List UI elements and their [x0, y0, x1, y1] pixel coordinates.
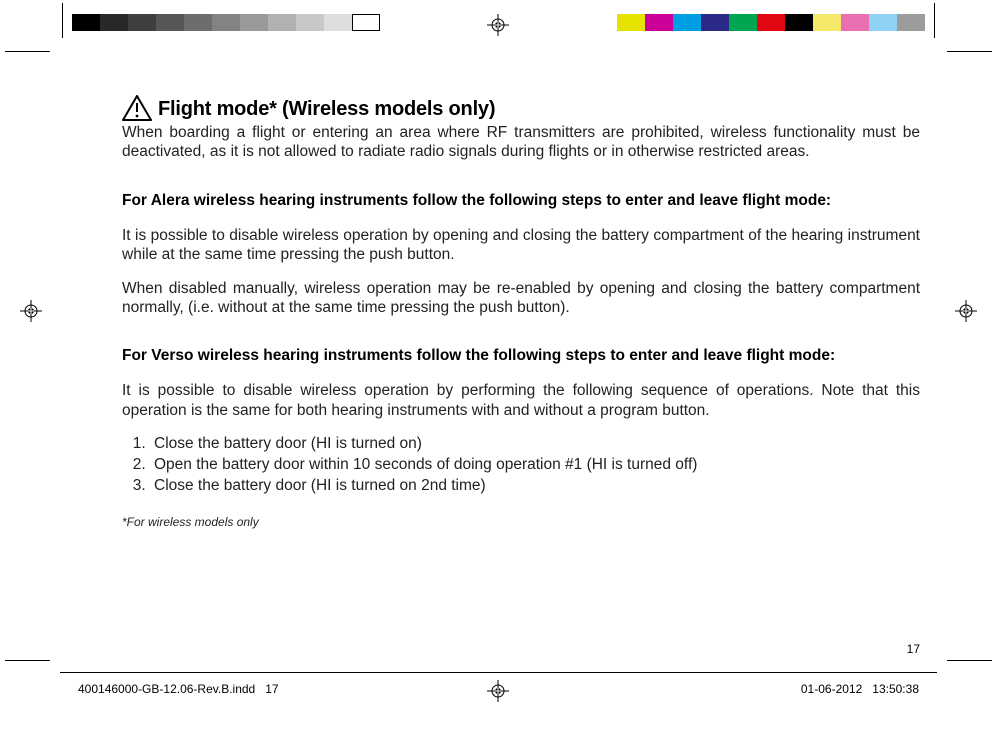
- crop-mark: [947, 660, 992, 661]
- swatch: [617, 14, 645, 31]
- swatch: [757, 14, 785, 31]
- crop-mark: [5, 660, 50, 661]
- swatch: [212, 14, 240, 31]
- export-time: 13:50:38: [872, 682, 919, 696]
- swatch: [72, 14, 100, 31]
- swatch: [673, 14, 701, 31]
- crop-mark: [5, 51, 50, 52]
- swatch: [813, 14, 841, 31]
- swatch: [352, 14, 380, 31]
- swatch: [701, 14, 729, 31]
- verso-heading: For Verso wireless hearing instruments f…: [122, 347, 920, 365]
- swatch: [240, 14, 268, 31]
- crop-mark: [934, 3, 935, 38]
- swatch: [128, 14, 156, 31]
- footer-rule: [60, 672, 937, 673]
- verso-step: Close the battery door (HI is turned on): [150, 434, 920, 455]
- footnote: *For wireless models only: [122, 515, 920, 529]
- swatch: [729, 14, 757, 31]
- export-date: 01-06-2012: [801, 682, 862, 696]
- warning-triangle-icon: [122, 95, 152, 121]
- swatch: [841, 14, 869, 31]
- indd-file: 400146000-GB-12.06-Rev.B.indd: [78, 682, 255, 696]
- intro-paragraph: When boarding a flight or entering an ar…: [122, 123, 920, 162]
- color-swatch-bar: [617, 14, 925, 31]
- alera-paragraph-2: When disabled manually, wireless operati…: [122, 279, 920, 318]
- verso-steps-list: Close the battery door (HI is turned on)…: [150, 434, 920, 497]
- crop-mark: [62, 3, 63, 38]
- swatch: [645, 14, 673, 31]
- swatch: [785, 14, 813, 31]
- verso-step: Close the battery door (HI is turned on …: [150, 476, 920, 497]
- swatch: [324, 14, 352, 31]
- section-title: Flight mode* (Wireless models only): [158, 98, 495, 121]
- swatch: [869, 14, 897, 31]
- page-number: 17: [907, 642, 920, 656]
- swatch: [184, 14, 212, 31]
- swatch: [897, 14, 925, 31]
- alera-heading: For Alera wireless hearing instruments f…: [122, 192, 920, 210]
- swatch: [156, 14, 184, 31]
- verso-step: Open the battery door within 10 seconds …: [150, 455, 920, 476]
- crop-mark: [947, 51, 992, 52]
- verso-intro-paragraph: It is possible to disable wireless opera…: [122, 381, 920, 420]
- alera-paragraph-1: It is possible to disable wireless opera…: [122, 226, 920, 265]
- grayscale-swatch-bar: [72, 14, 380, 31]
- swatch: [268, 14, 296, 31]
- export-timestamp: 01-06-2012 13:50:38: [801, 682, 919, 696]
- indd-page: 17: [265, 682, 278, 696]
- indesign-filename: 400146000-GB-12.06-Rev.B.indd 17: [78, 682, 279, 696]
- page-content: Flight mode* (Wireless models only) When…: [122, 95, 920, 650]
- swatch: [296, 14, 324, 31]
- registration-mark-icon: [955, 300, 977, 322]
- registration-mark-icon: [487, 680, 509, 702]
- swatch: [100, 14, 128, 31]
- registration-mark-icon: [487, 14, 509, 36]
- registration-mark-icon: [20, 300, 42, 322]
